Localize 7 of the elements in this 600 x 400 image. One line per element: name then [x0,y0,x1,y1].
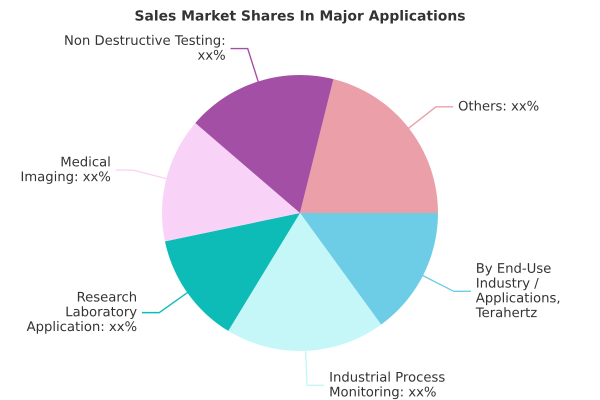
slice-label: Industrial Process Monitoring: xx% [330,372,445,400]
slice-label: Others: xx% [458,100,538,111]
chart-title: Sales Market Shares In Major Applications [135,10,465,24]
slice-label: Research Laboratory Application: xx% [26,291,137,334]
slice-label: By End-Use Industry / Applications, Terahertz [476,262,560,318]
slice-label: Medical Imaging: xx% [22,156,110,184]
slice-label: Non Destructive Testing: xx% [65,34,225,60]
